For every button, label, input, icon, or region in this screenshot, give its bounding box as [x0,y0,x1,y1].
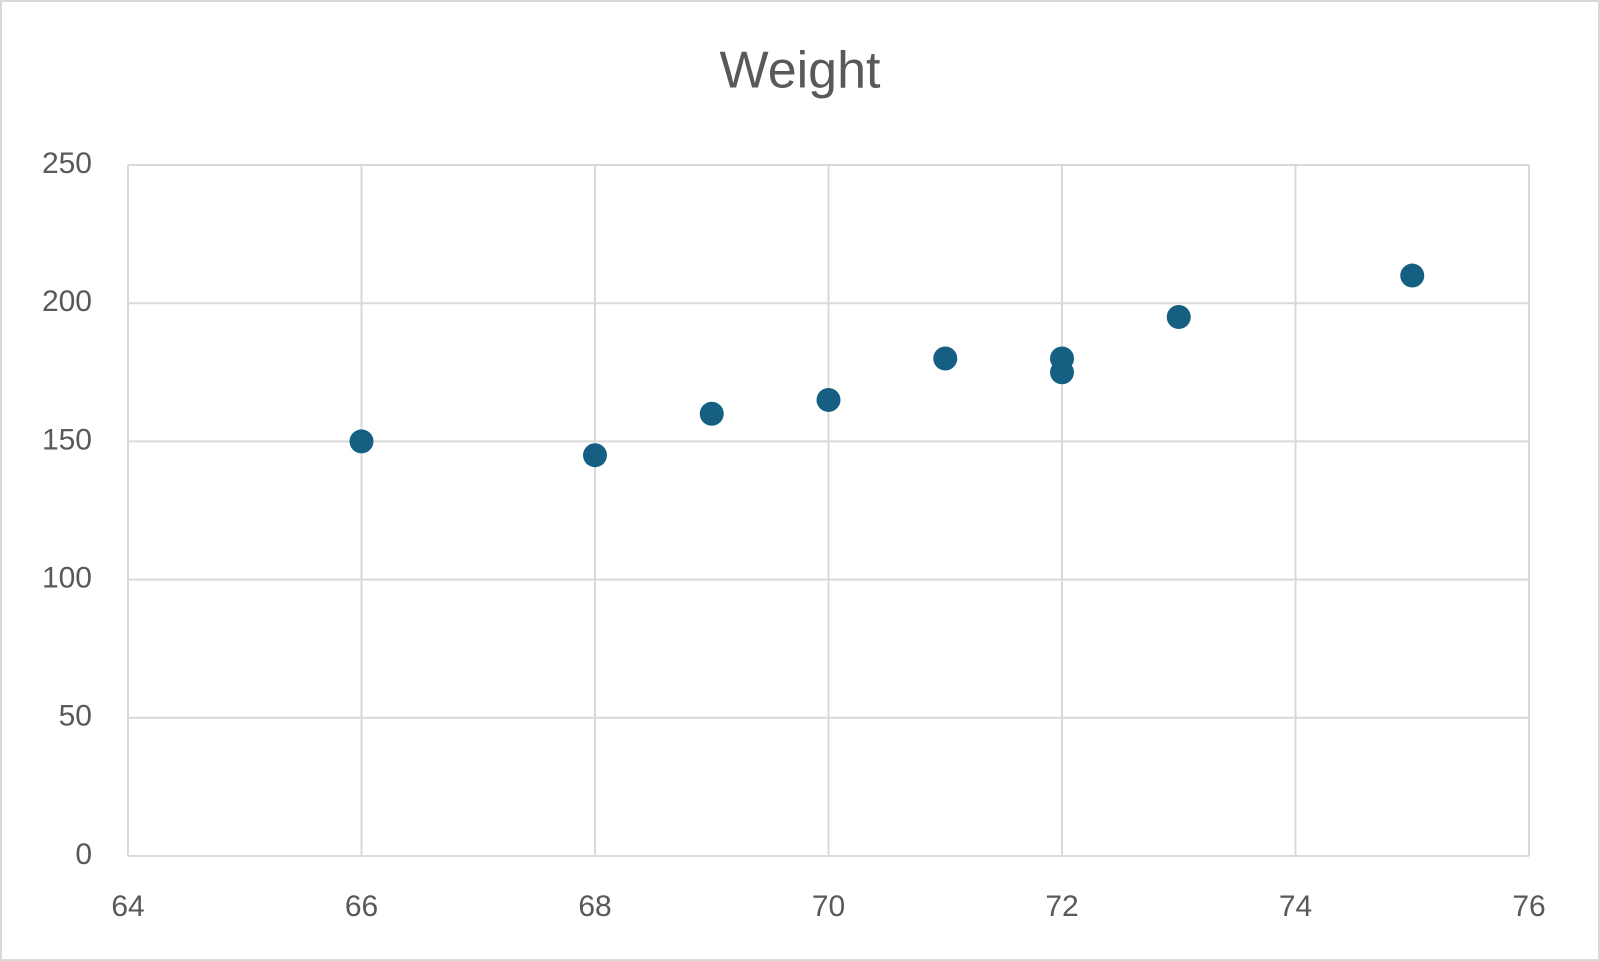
x-tick-label: 74 [1279,890,1312,923]
y-tick-label: 150 [42,423,92,456]
x-tick-label: 66 [345,890,378,923]
y-tick-label: 50 [59,700,92,733]
y-tick-label: 0 [75,838,92,871]
point [349,429,374,454]
y-tick-label: 250 [42,147,92,180]
point [933,346,958,371]
x-tick-label: 76 [1512,890,1545,923]
point [816,387,841,412]
point [1050,360,1074,385]
y-tick-label: 100 [42,562,92,595]
point [699,401,724,426]
y-tick-label: 200 [42,285,92,318]
x-tick-label: 70 [812,890,845,923]
point [583,443,607,468]
chart-title: Weight [720,42,881,100]
point [1166,305,1191,330]
point [1400,263,1425,288]
x-tick-label: 72 [1045,890,1078,923]
x-tick-label: 68 [578,890,611,923]
x-tick-label: 64 [111,890,144,923]
